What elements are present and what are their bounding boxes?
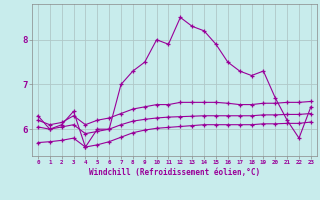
- X-axis label: Windchill (Refroidissement éolien,°C): Windchill (Refroidissement éolien,°C): [89, 168, 260, 177]
